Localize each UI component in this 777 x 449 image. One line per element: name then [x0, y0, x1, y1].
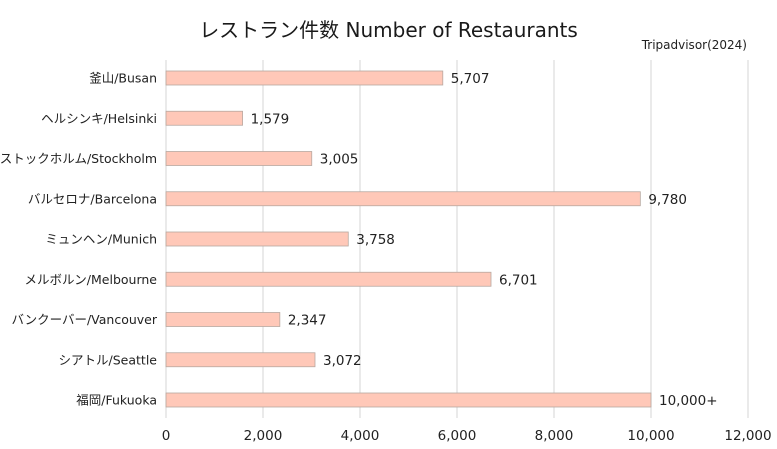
category-label: ストックホルム/Stockholm: [0, 151, 157, 166]
category-label: ヘルシンキ/Helsinki: [41, 111, 157, 126]
x-tick-label: 2,000: [244, 428, 283, 444]
bar: [165, 312, 281, 327]
x-tick-label: 12,000: [724, 428, 771, 444]
category-label: メルボルン/Melbourne: [25, 272, 158, 287]
category-label: 福岡/Fukuoka: [76, 393, 157, 408]
x-tick-label: 10,000: [627, 428, 674, 444]
value-label: 3,758: [356, 232, 395, 248]
bar: [165, 191, 641, 207]
bar: [165, 110, 243, 126]
bar: [165, 231, 349, 247]
labels: 0 2,000 4,000 6,000 8,000 10,000 12,000 釜山/Busa…: [0, 71, 772, 445]
value-label: 2,347: [288, 313, 327, 329]
x-tick-label: 4,000: [341, 428, 380, 444]
bar: [165, 392, 652, 408]
value-label: 1,579: [251, 111, 290, 127]
bar: [165, 271, 492, 287]
chart-source: Tripadvisor(2024): [641, 38, 747, 52]
value-label: 3,005: [320, 152, 359, 168]
bar: [165, 352, 316, 368]
bar: [165, 151, 313, 166]
x-tick-label: 0: [162, 428, 171, 444]
chart-title: レストラン件数 Number of Restaurants: [199, 18, 578, 42]
bar: [165, 70, 444, 86]
value-label: 5,707: [451, 71, 490, 87]
value-label: 10,000+: [659, 393, 718, 409]
x-tick-label: 8,000: [535, 428, 574, 444]
category-label: バンクーバー/Vancouver: [11, 312, 157, 327]
value-label: 9,780: [648, 192, 687, 208]
value-label: 3,072: [323, 353, 362, 369]
x-tick-label: 6,000: [438, 428, 477, 444]
category-label: シアトル/Seattle: [59, 352, 158, 367]
category-label: 釜山/Busan: [89, 71, 157, 86]
value-label: 6,701: [499, 272, 538, 288]
bars: [165, 70, 652, 408]
category-label: ミュンヘン/Munich: [45, 232, 157, 247]
category-label: バルセロナ/Barcelona: [28, 191, 157, 206]
